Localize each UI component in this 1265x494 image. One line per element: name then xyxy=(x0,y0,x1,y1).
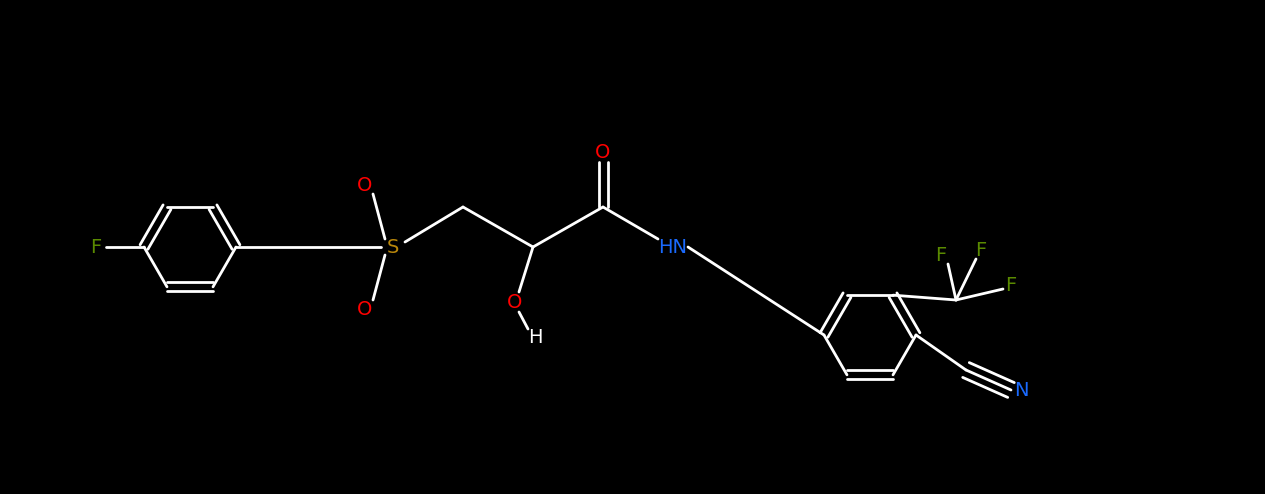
Text: HN: HN xyxy=(659,238,687,256)
Text: O: O xyxy=(596,142,611,162)
Text: S: S xyxy=(387,238,400,256)
Text: F: F xyxy=(935,246,946,264)
Text: F: F xyxy=(90,238,101,256)
Text: N: N xyxy=(1013,380,1028,400)
Text: F: F xyxy=(975,241,987,259)
Text: H: H xyxy=(528,328,543,346)
Text: O: O xyxy=(507,292,522,312)
Text: O: O xyxy=(357,299,373,319)
Text: F: F xyxy=(1006,276,1017,294)
Text: O: O xyxy=(357,175,373,195)
